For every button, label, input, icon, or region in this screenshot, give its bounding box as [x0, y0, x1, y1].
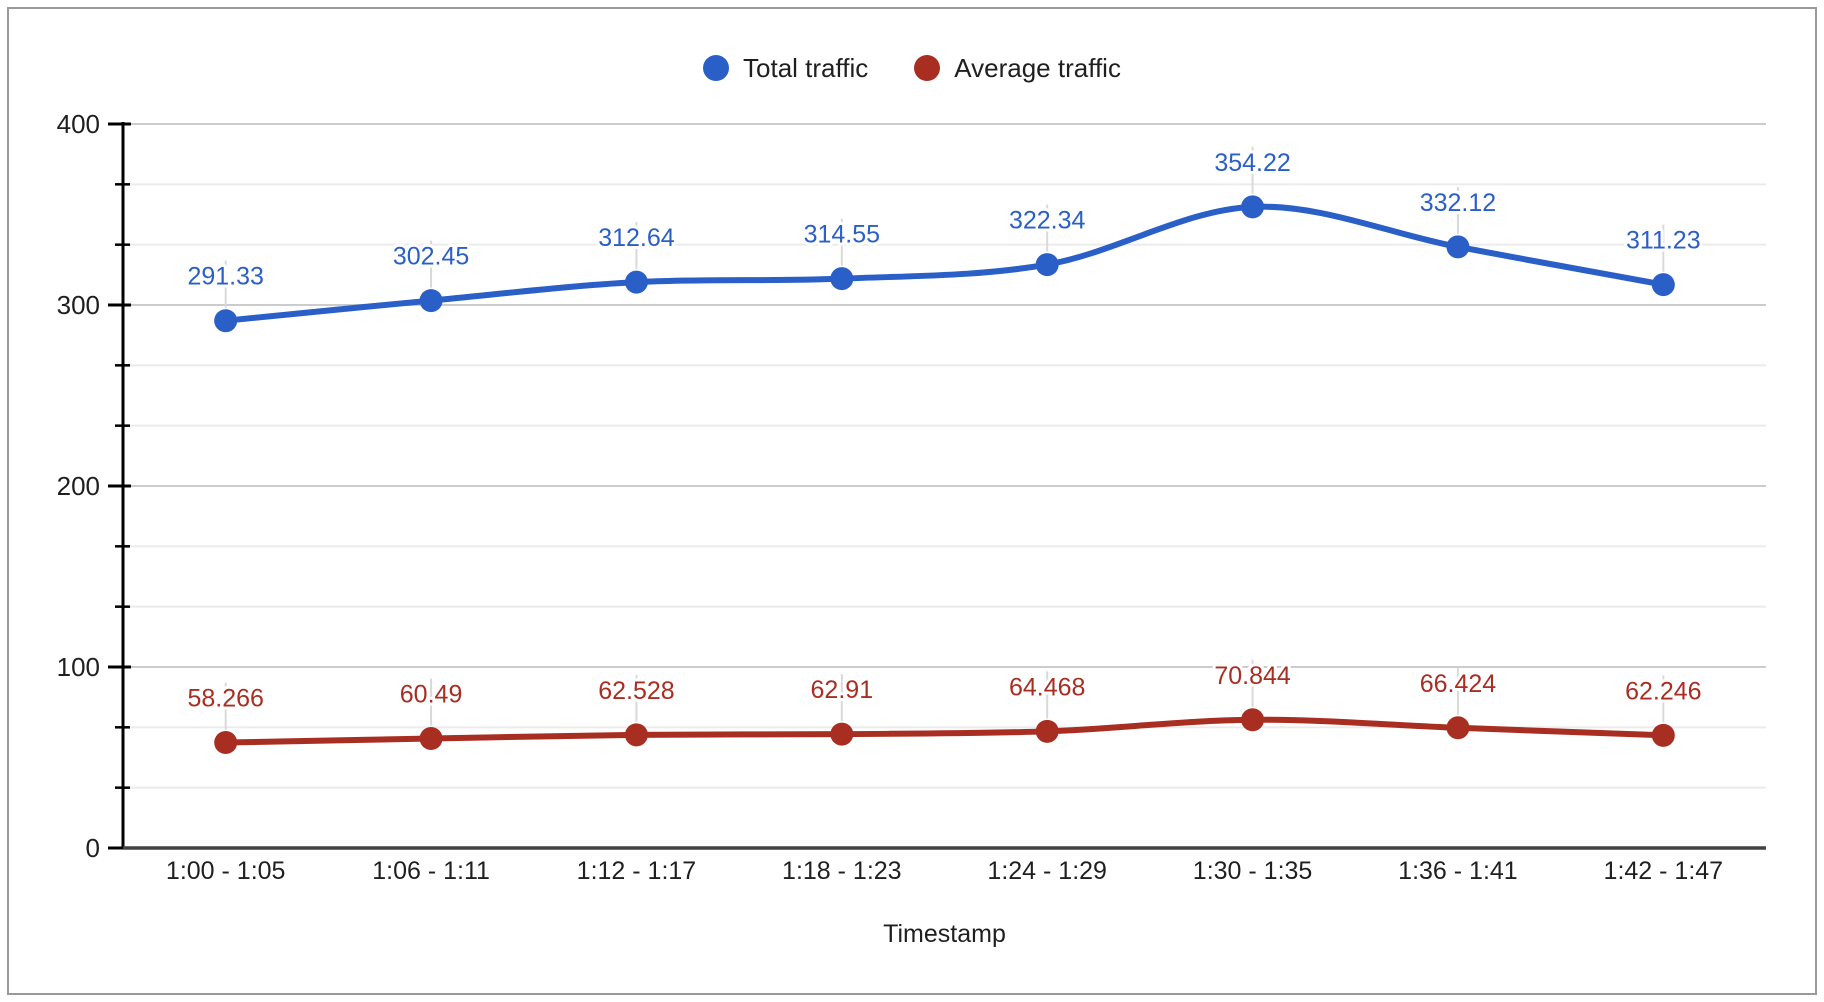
- data-point-average-traffic[interactable]: [1651, 723, 1675, 747]
- series-line-total-traffic: [222, 203, 1667, 324]
- value-label-average-traffic: 66.424: [1420, 670, 1497, 698]
- legend-label-total-traffic: Total traffic: [743, 53, 869, 83]
- x-tick-label: 1:06 - 1:11: [372, 857, 490, 885]
- value-label-total-traffic: 302.45: [393, 243, 469, 271]
- value-label-total-traffic: 311.23: [1626, 227, 1701, 255]
- value-label-average-traffic: 62.246: [1625, 677, 1701, 705]
- x-tick-label: 1:18 - 1:23: [782, 857, 902, 885]
- value-label-total-traffic: 312.64: [598, 224, 675, 252]
- y-tick-label: 200: [57, 471, 100, 501]
- data-point-average-traffic[interactable]: [830, 722, 854, 746]
- data-point-average-traffic[interactable]: [1446, 716, 1470, 740]
- value-label-average-traffic: 64.468: [1009, 673, 1085, 701]
- legend-item-average-traffic[interactable]: Average traffic: [914, 55, 1121, 81]
- value-label-average-traffic: 70.844: [1214, 662, 1291, 690]
- x-tick-label: 1:00 - 1:05: [166, 857, 286, 885]
- value-label-average-traffic: 60.49: [400, 681, 463, 709]
- data-point-average-traffic[interactable]: [214, 731, 238, 755]
- value-label-total-traffic: 322.34: [1009, 207, 1086, 235]
- data-point-average-traffic[interactable]: [1035, 719, 1059, 743]
- data-point-average-traffic[interactable]: [419, 727, 443, 751]
- y-tick-label: 300: [57, 290, 100, 320]
- x-axis-title: Timestamp: [883, 920, 1006, 948]
- series-line-average-traffic: [222, 716, 1667, 746]
- x-tick-label: 1:30 - 1:35: [1193, 857, 1313, 885]
- data-point-total-traffic[interactable]: [1241, 195, 1265, 219]
- data-point-total-traffic[interactable]: [624, 270, 648, 294]
- value-label-total-traffic: 354.22: [1214, 149, 1290, 177]
- value-label-average-traffic: 62.528: [598, 677, 674, 705]
- data-point-average-traffic[interactable]: [624, 723, 648, 747]
- value-label-average-traffic: 58.266: [187, 685, 263, 713]
- value-label-total-traffic: 291.33: [187, 263, 263, 291]
- data-point-total-traffic[interactable]: [1035, 253, 1059, 277]
- average-traffic-swatch-icon: [914, 55, 941, 81]
- total-traffic-swatch-icon: [703, 55, 730, 81]
- data-point-total-traffic[interactable]: [830, 267, 854, 291]
- data-point-total-traffic[interactable]: [419, 289, 443, 313]
- legend-label-average-traffic: Average traffic: [954, 53, 1121, 83]
- x-tick-label: 1:42 - 1:47: [1604, 857, 1724, 885]
- legend-item-total-traffic[interactable]: Total traffic: [703, 55, 868, 81]
- y-tick-label: 400: [57, 109, 100, 139]
- data-point-average-traffic[interactable]: [1241, 708, 1265, 732]
- chart-legend: Total traffic Average traffic: [0, 55, 1824, 81]
- value-label-total-traffic: 332.12: [1420, 189, 1496, 217]
- x-tick-label: 1:12 - 1:17: [577, 857, 697, 885]
- x-tick-label: 1:36 - 1:41: [1398, 857, 1518, 885]
- data-point-total-traffic[interactable]: [214, 309, 238, 333]
- data-point-total-traffic[interactable]: [1651, 273, 1675, 297]
- data-point-total-traffic[interactable]: [1446, 235, 1470, 259]
- y-tick-label: 100: [57, 652, 100, 682]
- value-label-total-traffic: 314.55: [804, 221, 880, 249]
- y-tick-label: 0: [86, 833, 100, 863]
- x-tick-label: 1:24 - 1:29: [987, 857, 1107, 885]
- value-label-average-traffic: 62.91: [811, 676, 874, 704]
